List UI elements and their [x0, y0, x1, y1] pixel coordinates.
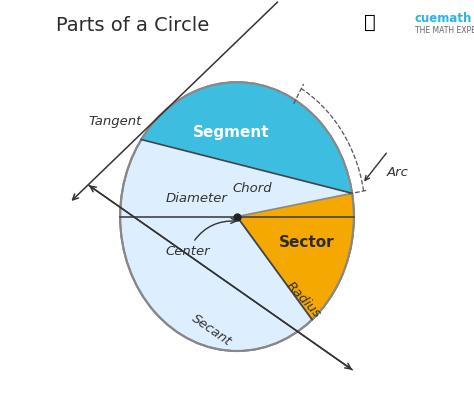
Text: 🚀: 🚀 [364, 13, 375, 32]
Text: THE MATH EXPERT: THE MATH EXPERT [415, 26, 474, 35]
Text: Radius: Radius [283, 279, 323, 321]
Text: Tangent: Tangent [88, 115, 142, 128]
Text: Diameter: Diameter [166, 192, 228, 205]
Polygon shape [141, 82, 352, 193]
Text: Parts of a Circle: Parts of a Circle [56, 16, 209, 34]
Text: Chord: Chord [233, 181, 273, 194]
Ellipse shape [120, 82, 354, 351]
Text: Center: Center [165, 218, 236, 258]
Text: Sector: Sector [279, 235, 335, 250]
Text: Segment: Segment [193, 125, 270, 140]
Text: Arc: Arc [387, 166, 409, 179]
Text: Secant: Secant [189, 311, 234, 348]
Text: cuemath: cuemath [415, 12, 472, 25]
Polygon shape [237, 193, 354, 320]
